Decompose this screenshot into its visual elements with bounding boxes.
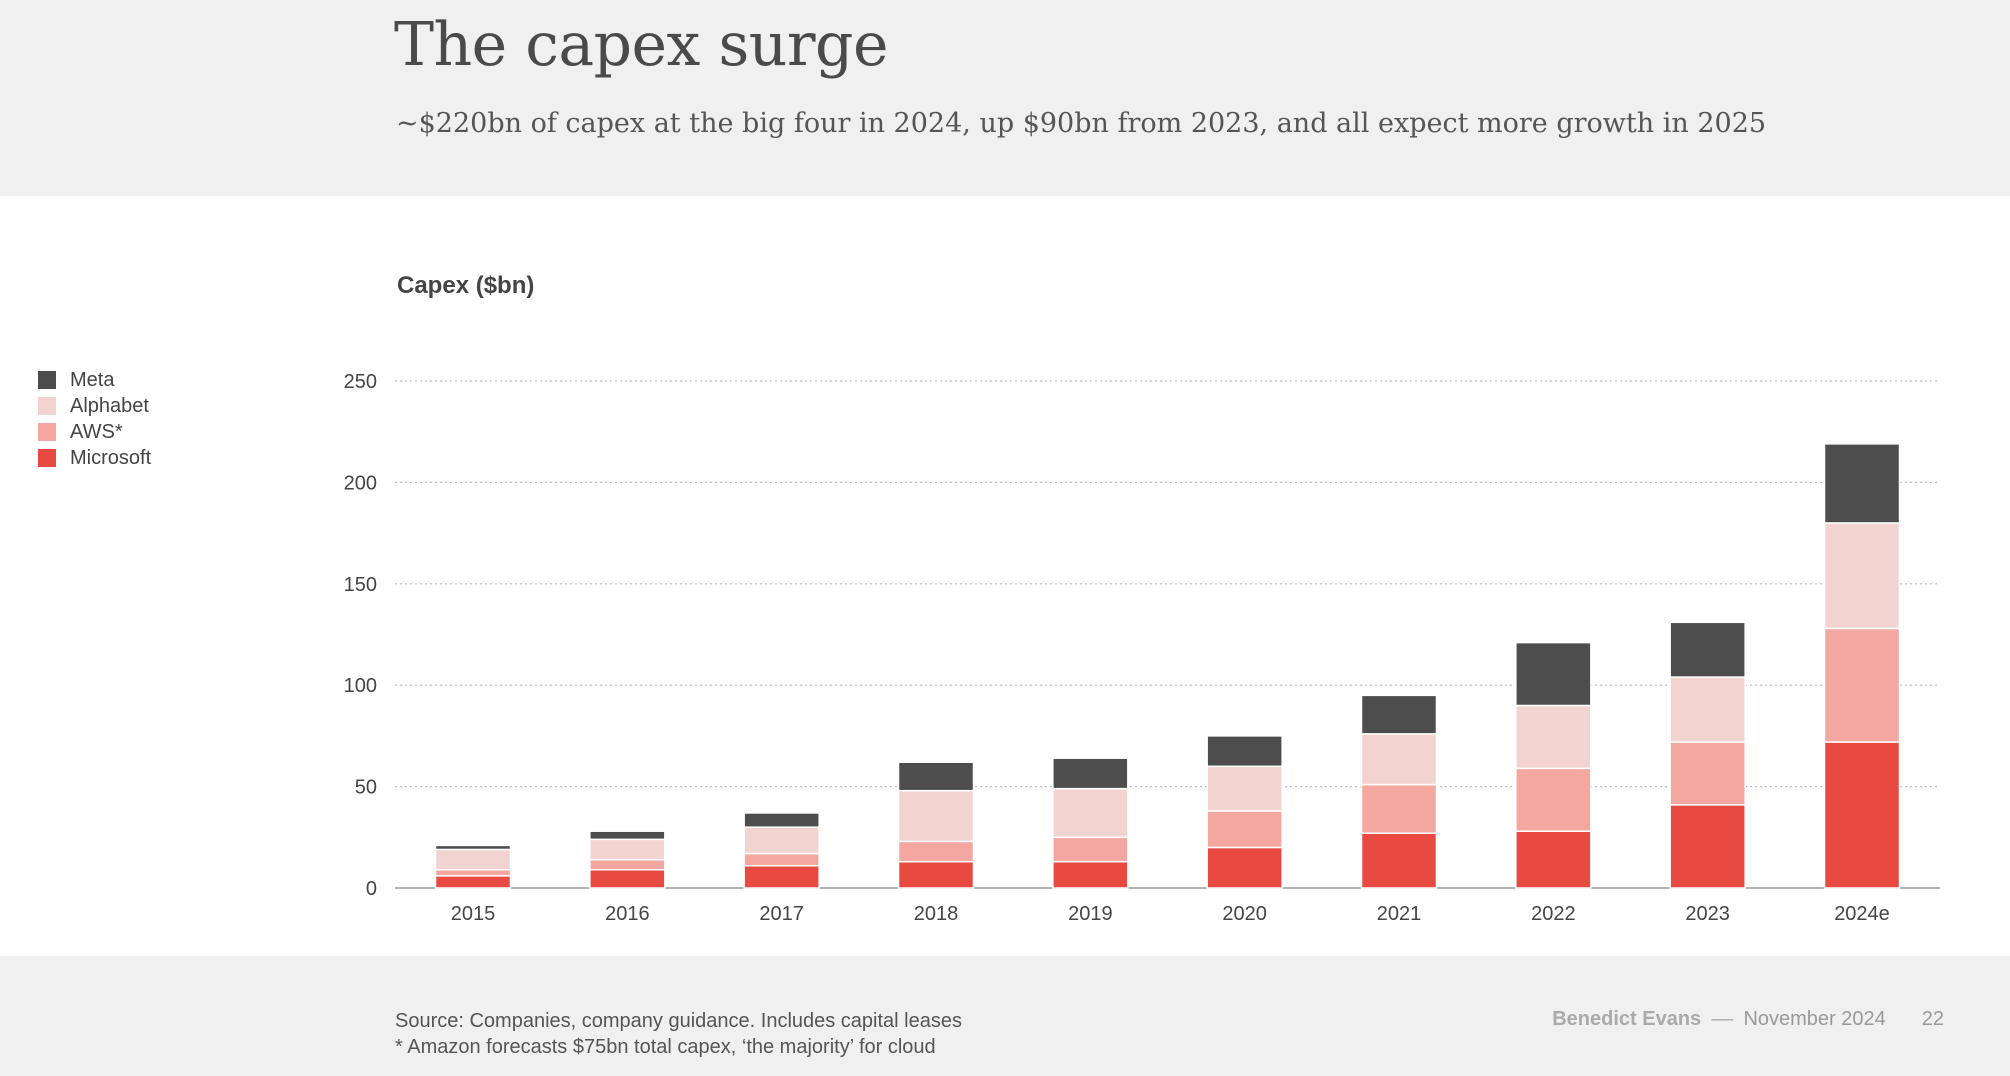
page-subtitle: ~$220bn of capex at the big four in 2024… [396,108,1767,139]
bar-segment-aws [589,858,666,871]
x-tick-label: 2024e [1834,903,1890,925]
bar-segment-alphabet [434,848,512,871]
bar-segment-microsoft [1206,846,1283,889]
bar-segment-microsoft [589,868,666,889]
bar-segment-meta [897,761,975,792]
bar-segment-meta [1823,443,1901,524]
bar-segment-meta [1360,694,1438,735]
bar-segment-aws [743,852,820,867]
x-tick-label: 2017 [759,903,804,925]
x-tick-label: 2020 [1222,903,1267,925]
bar-segment-meta [743,812,820,828]
legend-item: Microsoft [38,445,151,471]
legend-label: Microsoft [70,446,152,469]
bar-segment-aws [1669,741,1746,806]
bar-segment-aws [1052,836,1129,863]
author-name: Benedict Evans [1552,1008,1702,1030]
bar-segment-microsoft [1669,804,1746,889]
legend-swatch [38,423,56,441]
footer-credit: Benedict Evans –– November 2024 22 [1552,1008,1944,1031]
y-tick-label: 50 [355,777,377,799]
bar-segment-aws [1515,767,1592,832]
footer-source-block: Source: Companies, company guidance. Inc… [395,1008,962,1060]
header: The capex surge ~$220bn of capex at the … [0,0,2010,196]
y-tick-label: 150 [344,574,377,596]
legend-item: AWS* [38,419,151,445]
legend-swatch [38,397,56,415]
x-tick-label: 2023 [1685,903,1730,925]
bar-segment-meta [1669,621,1746,678]
source-note: Source: Companies, company guidance. Inc… [395,1010,962,1032]
bar-segment-alphabet [1515,704,1592,770]
bar-segment-meta [1052,757,1129,790]
legend-label: Alphabet [70,394,149,417]
footnote: * Amazon forecasts $75bn total capex, ‘t… [395,1036,936,1058]
legend-swatch [38,449,56,467]
bar-segment-aws [897,840,975,863]
bar-segment-microsoft [897,860,975,889]
bar-segment-microsoft [1515,830,1592,889]
x-tick-label: 2021 [1377,903,1422,925]
legend-label: AWS* [70,420,123,443]
bar-segment-alphabet [1823,522,1901,630]
bar-segment-meta [1206,735,1283,768]
bar-segment-microsoft [743,864,820,889]
bar-segment-meta [1515,641,1592,707]
bar-segment-meta [434,844,512,851]
bar-segment-alphabet [1206,765,1283,812]
x-tick-label: 2016 [605,903,650,925]
x-tick-label: 2022 [1531,903,1576,925]
bar-segment-aws [1360,783,1438,834]
x-tick-label: 2018 [914,903,959,925]
legend-label: Meta [70,368,115,391]
y-axis-title: Capex ($bn) [397,272,534,299]
x-tick-label: 2015 [451,903,496,925]
bar-segment-aws [1206,810,1283,849]
page-number: 22 [1921,1008,1944,1030]
bar-segment-alphabet [897,789,975,843]
x-tick-label: 2019 [1068,903,1113,925]
bar-segment-meta [589,830,666,841]
bar-segment-alphabet [1360,733,1438,786]
bar-segment-microsoft [1052,860,1129,889]
page-title: The capex surge [394,10,888,80]
separator: –– [1711,1008,1734,1030]
legend-swatch [38,371,56,389]
y-tick-label: 200 [344,472,377,494]
chart-legend: Meta Alphabet AWS* Microsoft [38,367,151,471]
bar-segment-alphabet [589,838,666,861]
bar-segment-alphabet [1669,676,1746,743]
legend-item: Alphabet [38,393,151,419]
legend-item: Meta [38,367,151,393]
y-tick-label: 100 [344,675,377,697]
bar-segment-microsoft [1360,832,1438,889]
bar-segment-microsoft [1823,741,1901,889]
bar-segment-aws [1823,627,1901,743]
bar-segment-alphabet [743,826,820,855]
bar-segment-microsoft [434,875,512,889]
publish-date: November 2024 [1743,1008,1886,1030]
bar-segment-alphabet [1052,787,1129,839]
y-tick-label: 0 [366,878,377,900]
y-tick-label: 250 [344,371,377,393]
bar-segment-aws [434,868,512,877]
